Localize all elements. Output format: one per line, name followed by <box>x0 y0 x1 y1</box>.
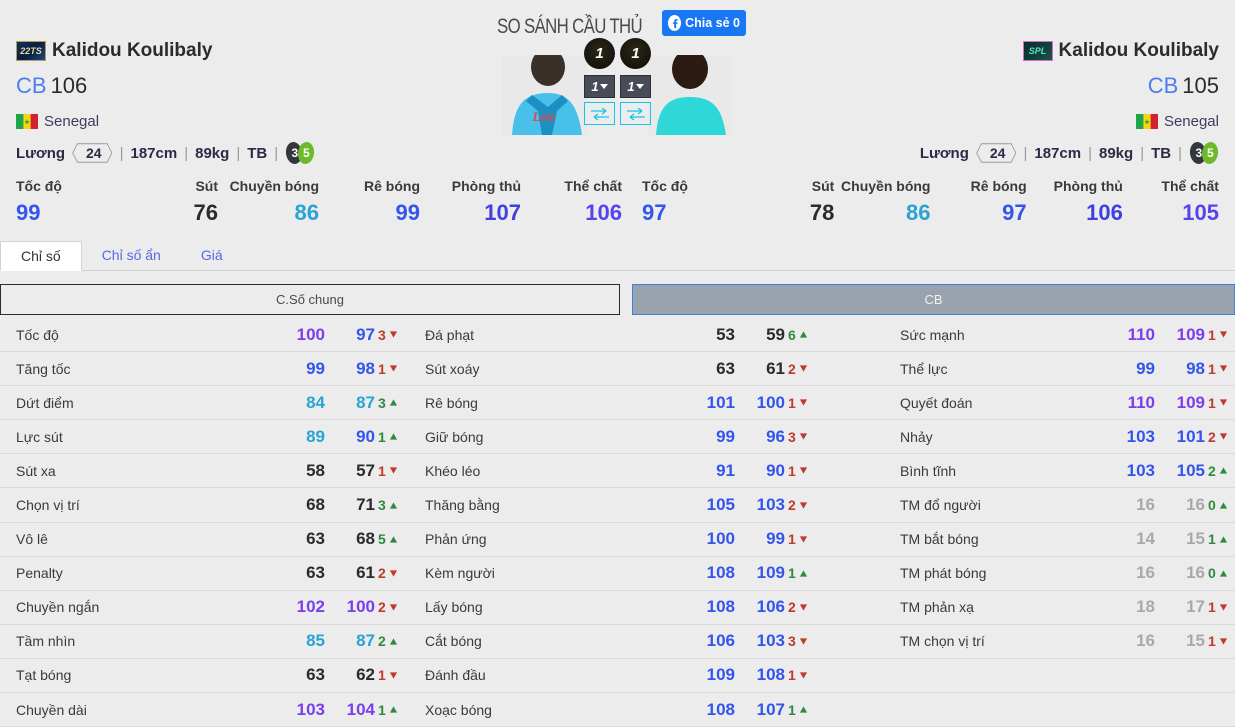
svg-text:3: 3 <box>1196 146 1203 160</box>
svg-text:Lete: Lete <box>531 109 555 124</box>
svg-text:5: 5 <box>303 146 310 160</box>
svg-text:3: 3 <box>292 146 299 160</box>
svg-text:5: 5 <box>1207 146 1214 160</box>
